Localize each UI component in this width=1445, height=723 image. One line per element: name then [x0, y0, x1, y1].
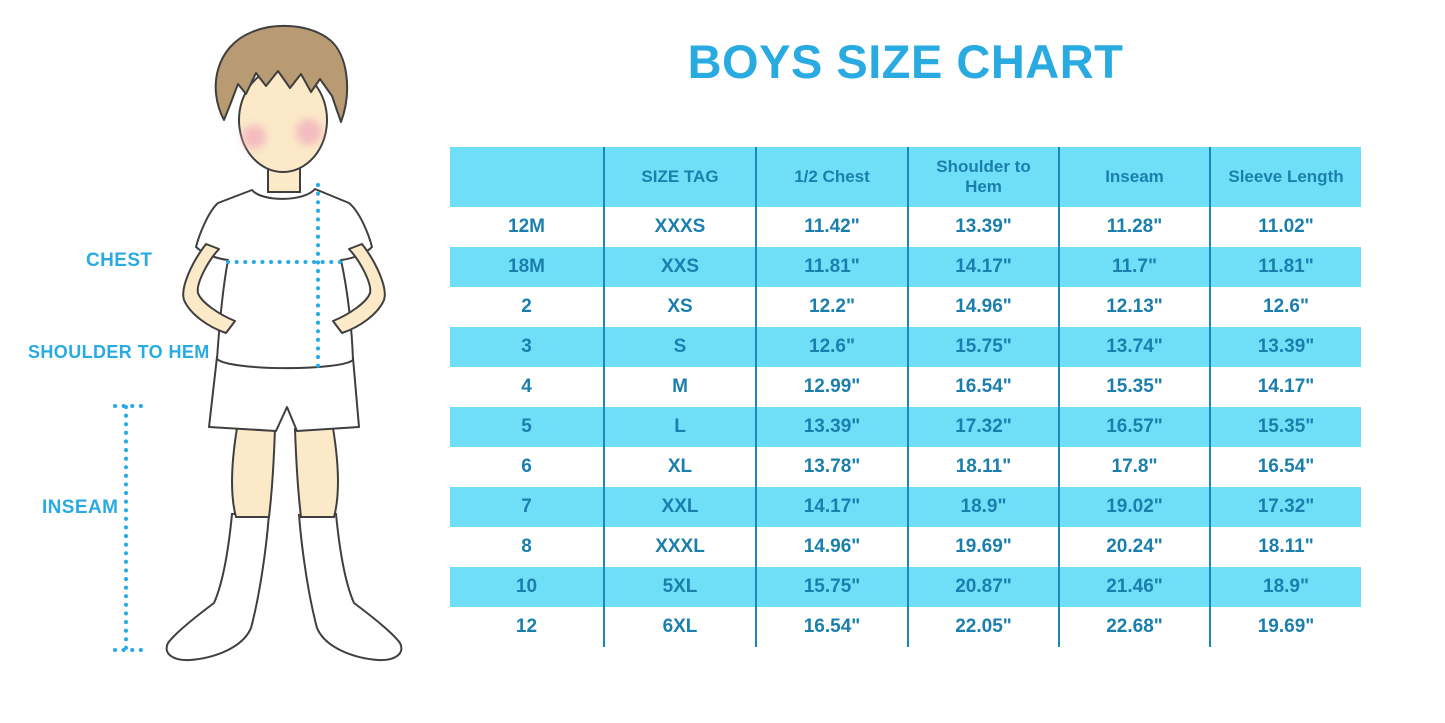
table-row: 2 XS 12.2" 14.96" 12.13" 12.6": [450, 287, 1361, 327]
column-header-sleeve-length: Sleeve Length: [1209, 147, 1361, 207]
inseam-label: INSEAM: [42, 497, 119, 518]
column-header-size-tag: SIZE TAG: [603, 147, 756, 207]
boy-socks: [165, 512, 403, 662]
sleeve-length-cell: 18.11": [1209, 527, 1361, 567]
size-tag-cell: S: [603, 327, 756, 367]
shoulder-to-hem-label: SHOULDER TO HEM: [28, 342, 210, 362]
half-chest-cell: 14.96": [755, 527, 908, 567]
boy-hair: [214, 24, 349, 123]
table-row: 6 XL 13.78" 18.11" 17.8" 16.54": [450, 447, 1361, 487]
boy-legs: [231, 426, 339, 518]
page-title: BOYS SIZE CHART: [687, 35, 1124, 88]
table-row: 12M XXXS 11.42" 13.39" 11.28" 11.02": [450, 207, 1361, 247]
shoulder-to-hem-cell: 14.96": [907, 287, 1059, 327]
inseam-cell: 11.7": [1058, 247, 1210, 287]
size-tag-cell: XL: [603, 447, 756, 487]
half-chest-cell: 16.54": [755, 607, 908, 647]
inseam-cell: 12.13": [1058, 287, 1210, 327]
inseam-cell: 11.28": [1058, 207, 1210, 247]
column-header-shoulder-to-hem: Shoulder to Hem: [907, 147, 1059, 207]
inseam-cell: 21.46": [1058, 567, 1210, 607]
size-tag-cell: XXS: [603, 247, 756, 287]
size-cell: 7: [521, 496, 532, 517]
size-cell: 3: [521, 336, 532, 357]
shoulder-to-hem-cell: 18.9": [907, 487, 1059, 527]
size-tag-cell: XXL: [603, 487, 756, 527]
half-chest-cell: 13.78": [755, 447, 908, 487]
sleeve-length-cell: 15.35": [1209, 407, 1361, 447]
size-tag-cell: XXXL: [603, 527, 756, 567]
sleeve-length-cell: 16.54": [1209, 447, 1361, 487]
shoulder-to-hem-cell: 18.11": [907, 447, 1059, 487]
sleeve-length-cell: 14.17": [1209, 367, 1361, 407]
half-chest-cell: 12.6": [755, 327, 908, 367]
column-header-inseam: Inseam: [1058, 147, 1210, 207]
boy-arms: [182, 243, 386, 334]
shoulder-to-hem-cell: 19.69": [907, 527, 1059, 567]
sleeve-length-cell: 18.9": [1209, 567, 1361, 607]
inseam-cell: 15.35": [1058, 367, 1210, 407]
size-tag-cell: 6XL: [603, 607, 756, 647]
table-row: 3 S 12.6" 15.75" 13.74" 13.39": [450, 327, 1361, 367]
size-tag-cell: XXXS: [603, 207, 756, 247]
inseam-cell: 13.74": [1058, 327, 1210, 367]
sleeve-length-cell: 12.6": [1209, 287, 1361, 327]
table-row: 4 M 12.99" 16.54" 15.35" 14.17": [450, 367, 1361, 407]
size-cell: 8: [521, 536, 532, 557]
size-tag-cell: M: [603, 367, 756, 407]
sleeve-length-cell: 11.02": [1209, 207, 1361, 247]
inseam-cell: 20.24": [1058, 527, 1210, 567]
chest-label: CHEST: [86, 250, 153, 271]
size-tag-cell: 5XL: [603, 567, 756, 607]
size-cell: 4: [521, 376, 532, 397]
sleeve-length-cell: 19.69": [1209, 607, 1361, 647]
shoulder-to-hem-cell: 22.05": [907, 607, 1059, 647]
size-cell: 6: [521, 456, 532, 477]
table-row: 18M XXS 11.81" 14.17" 11.7" 11.81": [450, 247, 1361, 287]
inseam-cell: 16.57": [1058, 407, 1210, 447]
half-chest-cell: 12.99": [755, 367, 908, 407]
table-row: 5 L 13.39" 17.32" 16.57" 15.35": [450, 407, 1361, 447]
size-cell: 12M: [508, 216, 545, 237]
inseam-cell: 22.68": [1058, 607, 1210, 647]
inseam-cell: 17.8": [1058, 447, 1210, 487]
shoulder-to-hem-cell: 16.54": [907, 367, 1059, 407]
sleeve-length-cell: 13.39": [1209, 327, 1361, 367]
half-chest-cell: 14.17": [755, 487, 908, 527]
size-tag-cell: XS: [603, 287, 756, 327]
size-cell: 2: [521, 296, 532, 317]
shoulder-to-hem-cell: 13.39": [907, 207, 1059, 247]
size-table: SIZE TAG 1/2 Chest Shoulder to Hem Insea…: [450, 147, 1361, 647]
size-cell: 10: [515, 576, 538, 597]
half-chest-cell: 12.2": [755, 287, 908, 327]
column-header-size: [450, 147, 604, 207]
right-cheek: [296, 119, 322, 145]
left-cheek: [242, 125, 266, 149]
half-chest-cell: 11.81": [755, 247, 908, 287]
half-chest-cell: 15.75": [755, 567, 908, 607]
inseam-cell: 19.02": [1058, 487, 1210, 527]
column-header-half-chest: 1/2 Chest: [755, 147, 908, 207]
table-header-row: SIZE TAG 1/2 Chest Shoulder to Hem Insea…: [450, 147, 1361, 207]
size-cell: 18M: [508, 256, 545, 277]
sleeve-length-cell: 11.81": [1209, 247, 1361, 287]
table-row: 8 XXXL 14.96" 19.69" 20.24" 18.11": [450, 527, 1361, 567]
shoulder-to-hem-cell: 20.87": [907, 567, 1059, 607]
table-row: 12 6XL 16.54" 22.05" 22.68" 19.69": [450, 607, 1361, 647]
boy-illustration: [113, 24, 403, 662]
half-chest-cell: 11.42": [755, 207, 908, 247]
table-row: 10 5XL 15.75" 20.87" 21.46" 18.9": [450, 567, 1361, 607]
size-table-body: 12M XXXS 11.42" 13.39" 11.28" 11.02" 18M XXS 11.…: [450, 207, 1361, 647]
shoulder-to-hem-cell: 14.17": [907, 247, 1059, 287]
size-tag-cell: L: [603, 407, 756, 447]
boy-shirt: [195, 188, 373, 370]
half-chest-cell: 13.39": [755, 407, 908, 447]
table-row: 7 XXL 14.17" 18.9" 19.02" 17.32": [450, 487, 1361, 527]
size-cell: 12: [515, 616, 538, 637]
size-cell: 5: [521, 416, 532, 437]
shoulder-to-hem-cell: 15.75": [907, 327, 1059, 367]
sleeve-length-cell: 17.32": [1209, 487, 1361, 527]
shoulder-to-hem-cell: 17.32": [907, 407, 1059, 447]
